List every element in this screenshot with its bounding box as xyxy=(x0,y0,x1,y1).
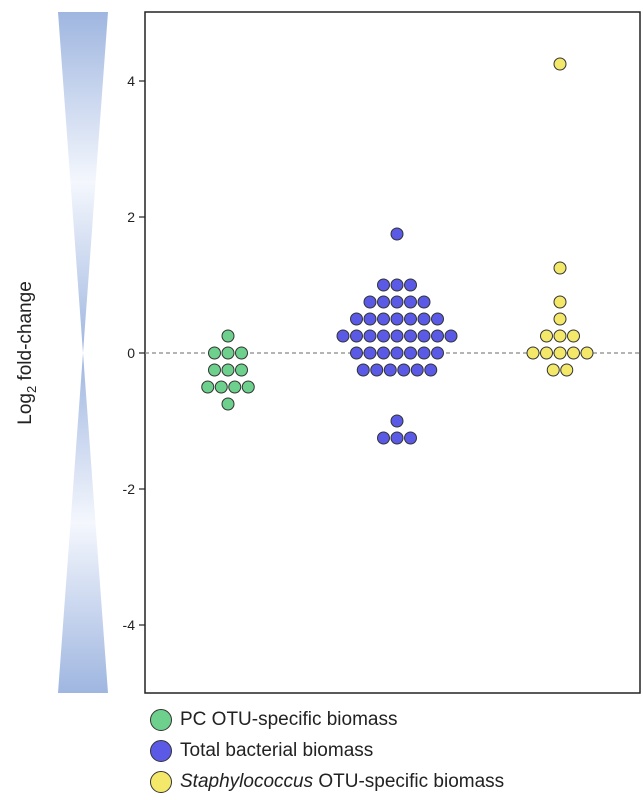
data-point-s1-35 xyxy=(397,363,411,377)
data-point-s1-13 xyxy=(390,295,404,309)
y-axis-label-main: Log xyxy=(15,393,36,425)
y-tick-label-3: 2 xyxy=(127,209,135,225)
data-point-s1-31 xyxy=(444,329,458,343)
data-point-s1-7 xyxy=(377,278,390,292)
data-point-s1-37 xyxy=(424,363,438,377)
data-point-s1-16 xyxy=(350,312,363,326)
data-point-s1-30 xyxy=(431,329,444,343)
data-point-s0-7 xyxy=(201,380,215,394)
data-point-s0-2 xyxy=(235,346,248,360)
data-point-s2-5 xyxy=(553,57,567,71)
y-tick-label-4: 4 xyxy=(127,73,135,89)
data-point-s1-36 xyxy=(410,363,424,377)
data-point-s2-11 xyxy=(567,329,580,343)
data-point-s2-0 xyxy=(526,346,540,360)
y-axis-label: Log2 fold-change xyxy=(15,281,39,425)
data-point-s1-2 xyxy=(377,346,390,360)
data-point-s1-5 xyxy=(417,346,431,360)
data-point-s1-9 xyxy=(404,278,417,292)
data-point-s0-0 xyxy=(208,346,221,360)
y-tick-label-0: -4 xyxy=(123,617,136,633)
data-point-s2-4 xyxy=(580,346,594,360)
legend-label-pc-text: PC OTU-specific biomass xyxy=(180,708,398,730)
gradient-wedge-bottom xyxy=(58,353,108,693)
data-point-s1-4 xyxy=(404,346,417,360)
data-point-s2-8 xyxy=(553,312,567,326)
legend-label-total: Total bacterial biomass xyxy=(180,740,373,762)
data-point-s1-27 xyxy=(390,329,404,343)
data-point-s1-3 xyxy=(390,346,404,360)
data-point-s1-6 xyxy=(431,346,444,360)
data-point-s0-8 xyxy=(214,380,228,394)
legend-swatch-total xyxy=(150,739,172,762)
legend-item-total: Total bacterial biomass xyxy=(150,735,504,766)
data-point-s1-29 xyxy=(417,329,431,343)
y-axis-label-subscript: 2 xyxy=(24,386,39,393)
data-point-s0-9 xyxy=(228,380,242,394)
y-axis-label-suffix: fold-change xyxy=(15,281,36,386)
legend-label-total-text: Total bacterial biomass xyxy=(180,739,374,761)
data-point-s1-21 xyxy=(417,312,431,326)
data-point-s1-20 xyxy=(404,312,417,326)
legend-label-pc: PC OTU-specific biomass xyxy=(180,709,398,731)
legend-item-pc: PC OTU-specific biomass xyxy=(150,704,504,735)
data-point-s1-33 xyxy=(370,363,384,377)
data-point-s1-26 xyxy=(377,329,390,343)
gradient-wedge-top xyxy=(58,12,108,353)
legend-label-staph-text: OTU-specific biomass xyxy=(313,770,505,792)
data-point-s1-22 xyxy=(431,312,444,326)
data-point-s1-14 xyxy=(404,295,417,309)
data-point-s1-18 xyxy=(377,312,390,326)
data-point-s2-1 xyxy=(540,346,553,360)
data-point-s0-10 xyxy=(241,380,255,394)
data-point-s1-1 xyxy=(363,346,377,360)
data-point-s2-13 xyxy=(560,363,574,377)
data-point-s1-40 xyxy=(390,431,404,445)
legend-label-staph: Staphylococcus OTU-specific biomass xyxy=(180,771,504,793)
data-point-s2-7 xyxy=(553,295,567,309)
data-point-s0-4 xyxy=(208,363,221,377)
data-point-s1-19 xyxy=(390,312,404,326)
data-point-s0-5 xyxy=(221,363,235,377)
data-point-s1-28 xyxy=(404,329,417,343)
data-point-s1-10 xyxy=(390,227,404,241)
legend-swatch-staph xyxy=(150,770,172,793)
data-point-s1-17 xyxy=(363,312,377,326)
y-tick-label-2: 0 xyxy=(127,345,135,361)
data-point-s2-3 xyxy=(567,346,580,360)
data-point-s2-12 xyxy=(546,363,560,377)
data-point-s1-38 xyxy=(390,414,404,428)
data-point-s1-41 xyxy=(404,431,417,445)
data-point-s1-0 xyxy=(350,346,363,360)
data-point-s0-6 xyxy=(235,363,248,377)
data-point-s1-34 xyxy=(383,363,397,377)
data-point-s1-11 xyxy=(363,295,377,309)
data-point-s1-25 xyxy=(363,329,377,343)
data-point-s1-32 xyxy=(356,363,370,377)
legend-item-staph: Staphylococcus OTU-specific biomass xyxy=(150,766,504,797)
legend-label-staph-italic: Staphylococcus xyxy=(180,770,314,792)
data-point-s2-6 xyxy=(553,261,567,275)
y-tick-label-1: -2 xyxy=(123,481,136,497)
legend-swatch-pc xyxy=(150,708,172,731)
data-point-s1-23 xyxy=(336,329,350,343)
data-point-s1-12 xyxy=(377,295,390,309)
legend: PC OTU-specific biomass Total bacterial … xyxy=(150,704,504,797)
data-point-s0-1 xyxy=(221,346,235,360)
data-point-s1-24 xyxy=(350,329,363,343)
data-point-s0-11 xyxy=(221,397,235,411)
data-point-s1-39 xyxy=(377,431,390,445)
data-point-s2-10 xyxy=(553,329,567,343)
data-point-s2-9 xyxy=(540,329,553,343)
data-point-s1-15 xyxy=(417,295,431,309)
data-point-s2-2 xyxy=(553,346,567,360)
data-point-s0-3 xyxy=(221,329,235,343)
data-point-s1-8 xyxy=(390,278,404,292)
